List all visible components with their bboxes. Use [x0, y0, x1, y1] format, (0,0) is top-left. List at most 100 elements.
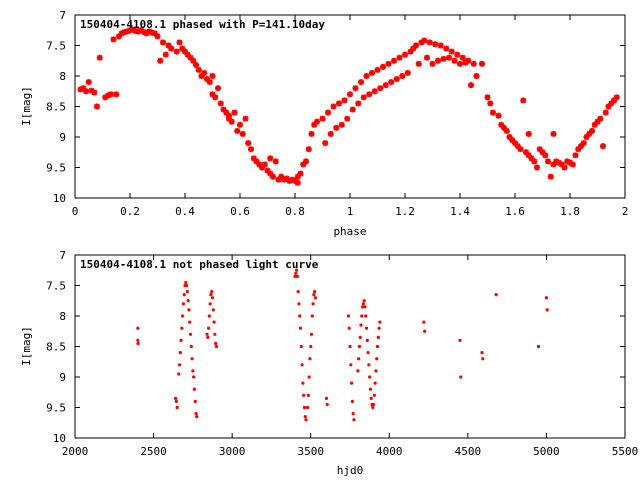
bottom-x-tick-label: 5500: [612, 445, 639, 458]
top-data-point: [269, 173, 277, 181]
bottom-data-point: [181, 302, 186, 306]
top-x-tick-label: 0: [72, 205, 79, 218]
bottom-chart-title: 150404-4108.1 not phased light curve: [80, 258, 319, 271]
top-data-point: [200, 69, 208, 77]
bottom-data-point: [376, 335, 380, 339]
top-data-point: [214, 84, 222, 92]
bottom-data-point: [367, 363, 371, 367]
bottom-data-point: [480, 351, 484, 355]
top-x-tick-label: 0.4: [175, 205, 195, 218]
top-data-point: [464, 57, 472, 65]
top-data-point: [478, 60, 486, 68]
bottom-data-point: [357, 344, 362, 349]
top-data-point: [332, 124, 340, 132]
top-data-point: [156, 57, 164, 65]
bottom-data-point: [356, 369, 360, 373]
top-data-point: [96, 54, 104, 62]
top-data-point: [503, 127, 511, 135]
bottom-y-tick-label: 7.5: [46, 280, 66, 293]
bottom-data-point: [369, 396, 373, 400]
bottom-data-point: [350, 399, 354, 403]
bottom-data-point: [300, 363, 304, 367]
bottom-y-tick-label: 10: [53, 432, 66, 445]
bottom-data-point: [207, 314, 211, 318]
bottom-data-point: [374, 369, 378, 373]
bottom-data-point: [174, 399, 178, 403]
top-data-point: [470, 60, 478, 68]
bottom-data-point: [349, 363, 353, 367]
bottom-data-point: [304, 418, 308, 422]
bottom-data-point: [375, 344, 380, 349]
top-data-point: [550, 130, 557, 138]
top-data-point: [572, 151, 579, 159]
top-y-tick-label: 9: [59, 131, 66, 144]
top-data-point: [382, 81, 390, 89]
bottom-data-point: [185, 290, 189, 294]
top-y-tick-label: 10: [53, 192, 66, 205]
top-data-point: [401, 51, 409, 59]
top-data-point: [352, 84, 359, 92]
bottom-data-point: [294, 268, 299, 272]
top-data-point: [228, 118, 236, 126]
bottom-data-point: [312, 293, 316, 297]
bottom-data-point: [295, 274, 299, 278]
top-data-point: [415, 60, 423, 68]
bottom-data-point: [347, 326, 351, 330]
bottom-data-point: [458, 338, 462, 342]
bottom-y-tick-label: 9.5: [46, 402, 66, 415]
bottom-data-point: [177, 372, 181, 376]
bottom-x-tick-label: 2500: [140, 445, 167, 458]
top-data-point: [580, 139, 588, 147]
top-data-point: [162, 51, 170, 59]
bottom-data-point: [348, 344, 352, 349]
top-data-point: [486, 99, 494, 107]
top-data-point: [346, 90, 354, 98]
top-data-point: [159, 38, 167, 46]
top-data-point: [613, 93, 621, 101]
top-data-point: [231, 109, 238, 117]
top-data-point: [519, 96, 527, 104]
top-data-point: [209, 72, 216, 80]
bottom-data-point: [177, 363, 182, 367]
top-data-point: [341, 96, 348, 104]
top-data-point: [107, 90, 115, 98]
bottom-data-point: [187, 308, 191, 312]
top-x-tick-label: 0.6: [230, 205, 250, 218]
bottom-data-point: [364, 326, 369, 330]
bottom-data-point: [293, 274, 297, 278]
top-data-point: [431, 40, 439, 48]
top-data-point: [442, 45, 450, 53]
bottom-data-point: [375, 357, 379, 361]
top-data-point: [404, 69, 412, 77]
top-data-point: [272, 157, 280, 165]
top-data-point: [473, 72, 480, 80]
bottom-data-point: [361, 302, 365, 306]
top-data-point: [112, 90, 120, 98]
bottom-data-point: [373, 381, 377, 385]
top-data-point: [324, 109, 332, 117]
bottom-data-point: [299, 344, 303, 349]
bottom-data-point: [214, 344, 219, 349]
bottom-data-point: [346, 314, 351, 318]
top-data-point: [308, 130, 315, 138]
bottom-data-point: [191, 369, 195, 373]
bottom-data-point: [190, 357, 194, 361]
bottom-data-point: [359, 323, 363, 327]
top-data-point: [313, 118, 321, 126]
bottom-data-point: [494, 293, 498, 297]
bottom-y-tick-label: 8.5: [46, 341, 66, 354]
bottom-data-point: [213, 332, 217, 336]
top-data-point: [440, 55, 447, 63]
bottom-data-point: [296, 290, 300, 294]
top-data-point: [561, 164, 568, 171]
top-data-point: [321, 139, 329, 147]
top-data-point: [90, 88, 98, 96]
bottom-data-point: [545, 308, 549, 312]
top-data-point: [533, 164, 541, 171]
bottom-data-point: [544, 296, 549, 300]
bottom-data-point: [324, 396, 329, 400]
top-data-point: [541, 151, 549, 159]
top-x-tick-label: 1.6: [505, 205, 525, 218]
top-chart-title: 150404-4108.1 phased with P=141.10day: [80, 18, 325, 31]
bottom-data-point: [210, 290, 214, 294]
